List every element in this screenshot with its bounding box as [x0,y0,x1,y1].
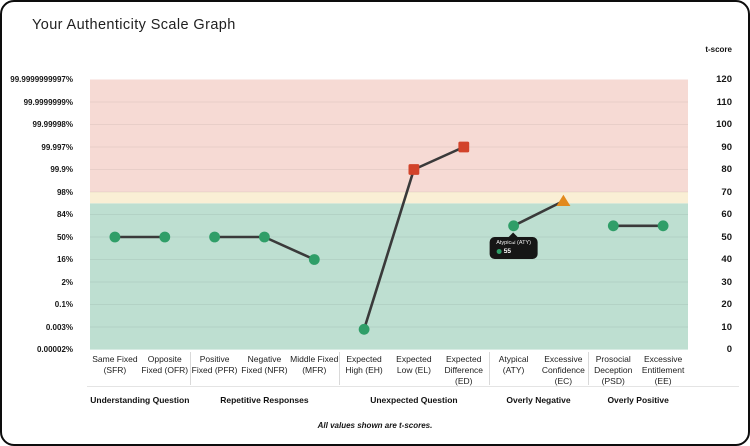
x-tick-same-fixed-sfr: Same Fixed (SFR) [92,354,138,376]
tooltip-marker-dot [496,248,502,254]
marker-atypical-aty[interactable] [508,220,519,232]
group-divider [339,352,341,385]
right-tick-30: 30 [721,276,732,288]
zone-high [90,79,688,192]
marker-opposite-fixed-ofr[interactable] [159,231,171,243]
left-tick-10: 0.003% [45,322,73,332]
marker-expected-difference-ed[interactable] [458,141,470,153]
marker-excessive-confidence-ec[interactable] [556,194,571,206]
marker-expected-low-el[interactable] [408,164,420,175]
right-tick-120: 120 [716,74,732,85]
page-title: Your Authenticity Scale Graph [32,17,236,33]
right-tick-70: 70 [721,186,732,198]
right-tick-40: 40 [721,254,732,265]
marker-prosocial-deception-psd[interactable] [607,220,619,232]
right-tick-80: 80 [721,164,732,175]
x-tick-expected-low-el: Expected Low (EL) [396,354,432,376]
group-label-understanding-question: Understanding Question [90,395,190,405]
x-tick-positive-fixed-pfr: Positive Fixed (PFR) [191,354,238,376]
x-tick-expected-difference-ed: Expected Difference (ED) [444,354,484,387]
x-tick-negative-fixed-nfr: Negative Fixed (NFR) [241,354,288,376]
left-tick-110: 99.9999999% [23,97,73,107]
left-tick-0: 0.00002% [36,345,73,354]
left-tick-60: 84% [56,210,73,219]
marker-middle-fixed-mfr[interactable] [308,254,320,265]
right-tick-50: 50 [721,231,732,243]
marker-same-fixed-sfr[interactable] [109,231,121,243]
right-tick-60: 60 [721,209,732,220]
marker-positive-fixed-pfr[interactable] [209,231,221,243]
tooltip-value-row: 55 [496,248,531,255]
x-tick-excessive-entitlement-ee: Excessive Entitlement (EE) [641,354,685,387]
left-tick-90: 99.997% [41,142,73,152]
marker-negative-fixed-nfr[interactable] [259,231,270,243]
right-axis-title: t-score [705,45,732,54]
zone-mid [90,192,688,204]
group-divider [488,352,490,385]
group-label-unexpected-question: Unexpected Question [370,395,458,405]
x-tick-expected-high-eh: Expected High (EH) [345,354,383,376]
tooltip-title: Atypical (ATY) [496,239,531,246]
right-tick-90: 90 [721,141,732,153]
left-tick-20: 0.1% [54,300,73,309]
x-tick-atypical-aty: Atypical (ATY) [498,354,529,376]
x-tick-excessive-confidence-ec: Excessive Confidence (EC) [541,354,585,387]
right-tick-0: 0 [726,344,732,355]
marker-excessive-entitlement-ee[interactable] [657,220,669,232]
left-tick-100: 99.99998% [32,120,73,129]
left-tick-70: 98% [56,187,73,197]
right-tick-10: 10 [721,321,732,333]
x-tick-middle-fixed-mfr: Middle Fixed (MFR) [290,354,339,376]
right-tick-100: 100 [716,119,732,130]
tooltip: Atypical (ATY) 55 [489,236,538,259]
left-tick-40: 16% [56,255,73,264]
group-divider [588,352,590,385]
axis-separator-line [87,386,739,387]
left-tick-80: 99.9% [50,165,73,174]
right-tick-110: 110 [716,96,732,108]
left-tick-30: 2% [61,277,73,287]
tooltip-value: 55 [503,247,511,255]
group-label-overly-positive: Overly Positive [607,395,669,405]
series-line-overly-negative [512,199,565,228]
x-tick-prosocial-deception-psd: Prosocial Deception (PSD) [594,354,633,387]
left-tick-120: 99.9999999997% [10,75,73,84]
right-tick-20: 20 [721,299,732,310]
left-tick-50: 50% [56,232,73,242]
zone-low [90,203,688,350]
marker-expected-high-eh[interactable] [358,323,370,335]
group-label-overly-negative: Overly Negative [506,395,571,405]
x-tick-opposite-fixed-ofr: Opposite Fixed (OFR) [141,354,189,376]
group-label-repetitive-responses: Repetitive Responses [220,395,309,405]
footer-note: All values shown are t-scores. [317,421,433,430]
group-divider [189,352,191,385]
